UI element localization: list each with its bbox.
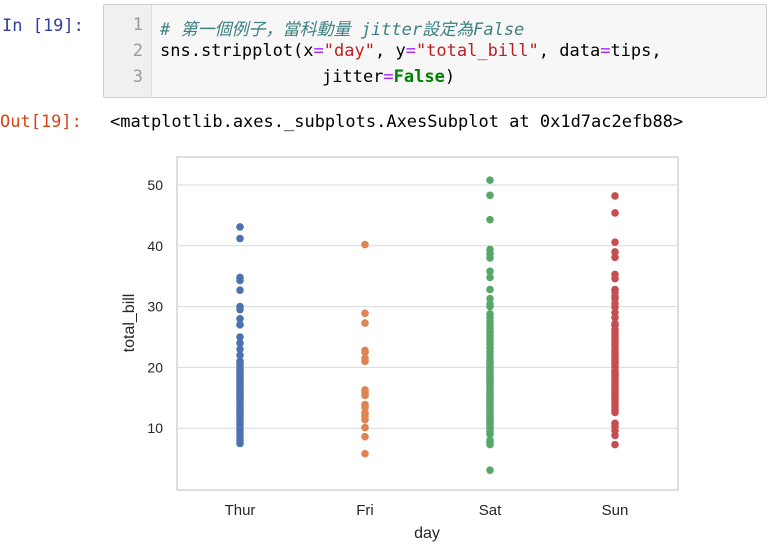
data-point-sat [486,300,494,308]
data-point-fri [361,386,369,394]
data-point-fri [361,423,369,432]
data-point-fri [361,400,369,409]
data-point-sat [486,436,494,445]
y-axis-label: total_bill [121,294,138,353]
data-point-sat [486,245,494,254]
data-point-sat [486,273,494,282]
line-number: 1 [132,15,143,35]
data-point-sat [486,176,494,184]
y-tick-label: 40 [147,238,163,254]
x-axis-label: day [414,525,440,542]
data-point-sun [611,270,619,279]
data-points [236,176,619,474]
data-point-sat [486,267,494,276]
code-operator: = [313,41,324,61]
output-prompt: Out[19]: [0,112,82,132]
data-point-sat [486,191,494,200]
data-point-thur [236,302,244,311]
code-token: sns.stripplot(x [160,41,314,61]
data-point-sun [611,253,619,262]
data-point-thur [236,273,244,282]
data-point-sun [611,248,619,256]
data-point-fri [361,309,369,318]
input-prompt: In [19]: [2,16,84,36]
y-tick-label: 10 [147,420,163,436]
data-point-thur [236,223,244,231]
data-point-sun [611,440,619,449]
data-point-sun [611,308,619,317]
code-comment: # 第一個例子，當科動量 jitter設定為False [160,20,525,40]
code-line-3[interactable]: jitter=False) [322,67,455,87]
data-point-thur [236,286,244,294]
y-tick-label: 20 [147,359,163,375]
y-tick-label: 30 [147,299,163,315]
code-token: ) [444,67,456,87]
data-point-thur [236,314,244,323]
data-point-fri [361,409,369,417]
x-tick-label: Fri [356,502,374,519]
data-point-sun [611,419,619,428]
output-text: <matplotlib.axes._subplots.AxesSubplot a… [110,112,684,132]
y-tick-label: 50 [147,177,163,193]
plot-area [176,156,679,491]
line-number: 3 [132,67,143,87]
data-point-sat [486,285,494,294]
data-point-thur [236,345,244,353]
data-point-thur [236,339,244,347]
data-point-fri [361,354,369,363]
x-tick-label: Sun [602,502,629,519]
data-point-thur [236,321,244,329]
code-operator: = [600,41,611,61]
data-point-sun [611,209,619,217]
line-number-gutter: 1 2 3 [104,5,152,97]
data-point-fri [361,432,369,441]
code-operator: = [405,41,416,61]
data-point-sun [611,192,619,200]
code-operator: = [383,67,394,87]
code-string: "day" [323,41,375,61]
x-tick-labels: Thur Fri Sat Sun [225,502,629,519]
x-tick-label: Sat [479,502,502,519]
data-point-sun [611,238,619,246]
code-token: , data [538,41,601,61]
data-point-fri [361,319,369,327]
code-token: , y [374,41,406,61]
data-point-fri [361,346,369,355]
x-tick-label: Thur [225,502,256,519]
y-tick-labels: 10 20 30 40 50 [147,177,163,436]
data-point-thur [236,357,244,366]
data-point-thur [236,333,244,341]
data-point-sun [611,319,619,328]
data-point-thur [236,351,244,360]
data-point-sun [611,285,619,294]
code-input-cell[interactable]: 1 2 3 # 第一個例子，當科動量 jitter設定為False sns.st… [103,4,767,98]
data-point-sat [486,310,494,318]
data-point-thur [236,234,244,243]
code-string: "total_bill" [415,41,539,61]
data-point-sat [486,215,494,224]
line-number: 2 [132,41,143,61]
code-line-2[interactable]: sns.stripplot(x="day", y="total_bill", d… [160,41,662,61]
grid-lines [177,184,678,429]
code-token: jitter [322,67,384,87]
data-point-fri [361,449,369,458]
code-line-1[interactable]: # 第一個例子，當科動量 jitter設定為False [160,15,524,40]
code-token: tips, [610,41,662,61]
data-point-sat [486,294,494,303]
data-point-sat [486,466,494,474]
data-point-fri [361,240,369,249]
code-keyword: False [393,67,445,87]
